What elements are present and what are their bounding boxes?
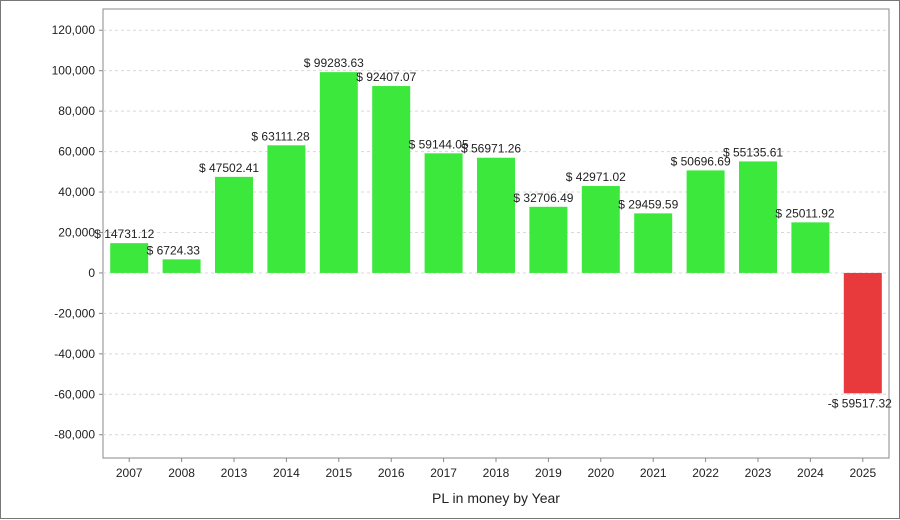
y-tick-label: 120,000 (52, 23, 96, 37)
x-tick-label: 2014 (273, 466, 300, 480)
data-label-2021: $ 29459.59 (618, 197, 678, 211)
bar-2008 (162, 259, 201, 273)
bar-2021 (634, 213, 673, 273)
x-tick-label: 2017 (430, 466, 457, 480)
bar-2025 (843, 272, 882, 394)
bar-2015 (319, 72, 358, 273)
data-label-2007: $ 14731.12 (94, 227, 154, 241)
x-tick-label: 2020 (587, 466, 614, 480)
data-label-2016: $ 92407.07 (356, 70, 416, 84)
bar-2020 (581, 186, 620, 273)
data-label-2015: $ 99283.63 (304, 56, 364, 70)
x-axis-title: PL in money by Year (432, 490, 560, 506)
bar-2007 (110, 243, 149, 273)
bar-2018 (477, 157, 515, 273)
bar-2019 (529, 206, 568, 273)
y-tick-label: 0 (88, 266, 95, 280)
data-label-2014: $ 63111.28 (251, 129, 310, 143)
x-tick-label: 2021 (640, 466, 667, 480)
bar-2013 (215, 176, 253, 273)
data-label-2008: $ 6724.33 (147, 243, 201, 257)
bar-2017 (424, 153, 463, 273)
x-tick-label: 2018 (483, 466, 510, 480)
y-tick-label: -40,000 (54, 347, 95, 361)
bar-2014 (267, 145, 306, 273)
data-label-2019: $ 32706.49 (513, 191, 573, 205)
data-label-2017: $ 59144.05 (409, 137, 469, 151)
data-label-2022: $ 50696.69 (671, 154, 731, 168)
x-tick-label: 2007 (116, 466, 143, 480)
x-tick-label: 2008 (168, 466, 195, 480)
y-tick-label: -80,000 (54, 428, 95, 442)
x-tick-label: 2022 (692, 466, 719, 480)
data-label-2020: $ 42971.02 (566, 170, 626, 184)
y-tick-label: 100,000 (52, 64, 96, 78)
x-tick-label: 2016 (378, 466, 405, 480)
data-label-2024: $ 25011.92 (775, 206, 834, 220)
x-tick-label: 2015 (325, 466, 352, 480)
x-tick-label: 2024 (797, 466, 824, 480)
bar-2022 (686, 170, 725, 273)
bar-2023 (739, 161, 777, 273)
y-tick-label: 60,000 (58, 145, 95, 159)
x-tick-label: 2025 (849, 466, 876, 480)
x-tick-label: 2019 (535, 466, 562, 480)
y-tick-label: 20,000 (58, 225, 95, 239)
y-tick-label: -20,000 (54, 306, 95, 320)
bar-2016 (372, 86, 411, 273)
y-tick-label: 80,000 (58, 104, 95, 118)
data-label-2018: $ 56971.26 (461, 142, 521, 156)
y-tick-label: 40,000 (58, 185, 95, 199)
y-tick-label: -60,000 (54, 387, 95, 401)
x-tick-label: 2013 (221, 466, 248, 480)
bar-2024 (791, 222, 830, 273)
data-label-2013: $ 47502.41 (199, 161, 259, 175)
data-label-2025: -$ 59517.32 (828, 396, 892, 410)
x-tick-label: 2023 (745, 466, 772, 480)
data-label-2023: $ 55135.61 (723, 145, 783, 159)
